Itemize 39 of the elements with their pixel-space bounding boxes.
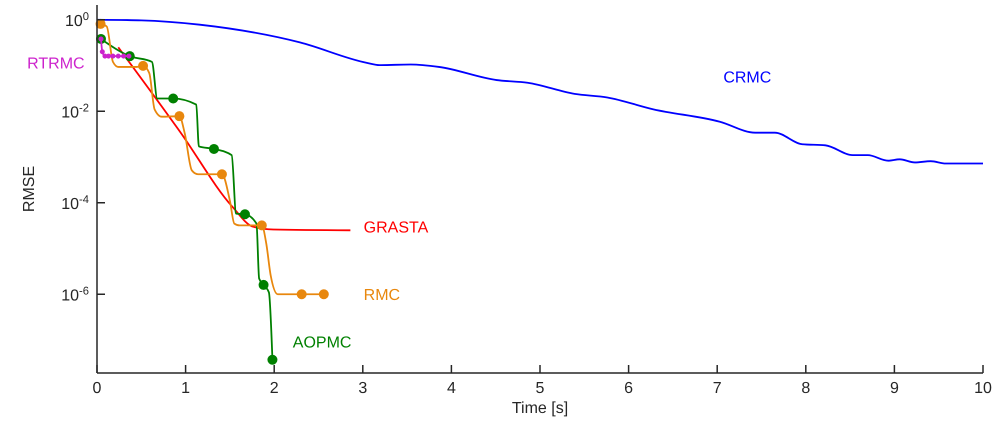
point <box>100 49 105 54</box>
x-tick-label: 5 <box>536 380 545 397</box>
point <box>110 54 116 59</box>
x-tick-label: 0 <box>92 380 102 397</box>
x-tick-label: 6 <box>624 380 634 397</box>
x-tick-label: 7 <box>712 380 722 397</box>
x-axis-title: Time [s] <box>512 400 568 417</box>
series-label: RTRMC <box>27 55 85 72</box>
point <box>208 144 219 154</box>
point <box>138 60 148 71</box>
y-tick-label: 10$^{-6}$ <box>61 286 89 305</box>
line-series <box>117 46 352 232</box>
point <box>240 209 250 220</box>
point <box>318 289 329 300</box>
text: CRMC <box>723 70 772 87</box>
y-tick-label: 10$^{-2}$ <box>61 102 89 122</box>
y-tick-label: 10$^{-4}$ <box>61 194 89 214</box>
point <box>267 354 278 365</box>
y-tick-label: 10$^{0}$ <box>64 11 89 30</box>
text: RMC <box>364 286 400 304</box>
series-label: GRASTA <box>364 219 429 236</box>
x-tick-label: 8 <box>801 380 810 397</box>
point <box>258 280 269 290</box>
point <box>106 54 112 59</box>
x-tick-label: 3 <box>358 380 368 397</box>
point <box>174 111 184 122</box>
point <box>121 54 126 59</box>
x-tick-label: 1 <box>181 380 190 397</box>
point <box>168 93 178 104</box>
point <box>216 169 227 180</box>
x-tick-label: 2 <box>270 380 279 397</box>
point <box>256 220 267 230</box>
y-axis-title: RMSE <box>21 166 38 212</box>
series-label: AOPMC <box>292 334 352 352</box>
point <box>296 289 307 300</box>
x-tick-label: 10 <box>974 380 992 397</box>
x-tick-label: 9 <box>890 380 899 397</box>
point <box>116 54 121 59</box>
x-tick-label: 4 <box>446 380 456 397</box>
